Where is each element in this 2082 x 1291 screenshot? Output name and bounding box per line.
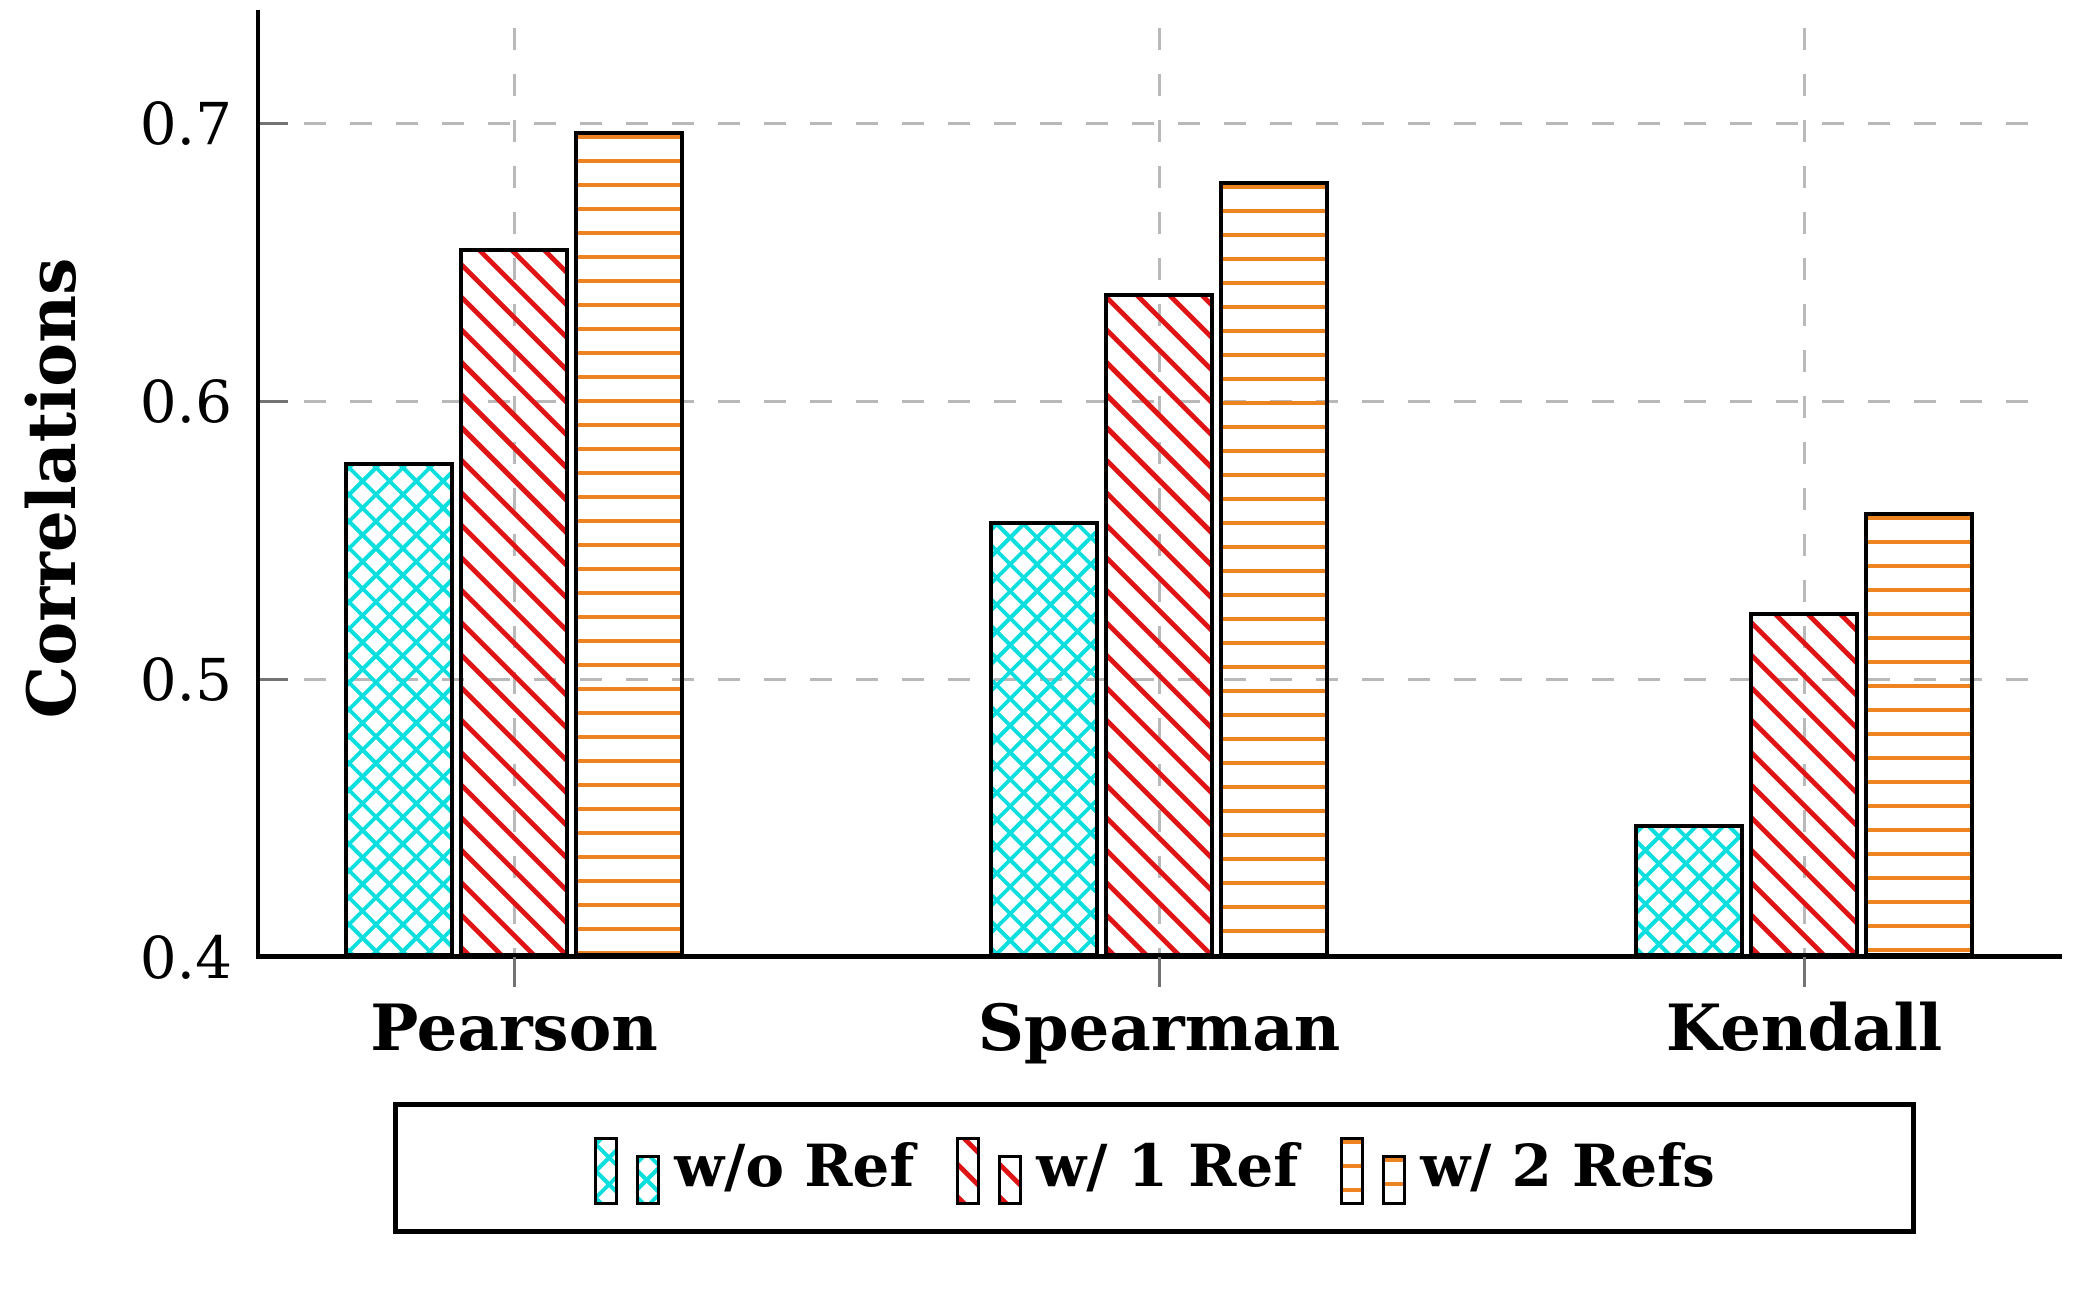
x-category-label-pearson: Pearson (370, 991, 658, 1066)
x-category-label-kendall: Kendall (1665, 991, 1943, 1066)
y-tick-label-0.5: 0.5 (139, 646, 232, 714)
x-tick-spearman (1158, 957, 1161, 987)
bar-pearson-w-2-refs (574, 131, 684, 957)
bar-spearman-w-o-ref (989, 521, 1099, 957)
x-tick-pearson (513, 957, 516, 987)
legend-pattern-swatch-icon (956, 1131, 1023, 1205)
bar-pearson-w-1-ref (459, 248, 569, 957)
legend-label-w-1-ref: w/ 1 Ref (1036, 1132, 1299, 1200)
legend-pattern-swatch-icon (594, 1131, 661, 1205)
y-axis-label: Correlations (13, 257, 91, 719)
legend-label-w-o-ref: w/o Ref (674, 1132, 915, 1200)
y-tick-0.6 (260, 400, 288, 403)
y-tick-label-0.7: 0.7 (139, 90, 232, 158)
legend-swatch-bar (956, 1137, 981, 1205)
legend-entry-w-1-ref: w/ 1 Ref (956, 1131, 1298, 1205)
legend-swatch-bar (1340, 1137, 1365, 1205)
legend-label-w-2-refs: w/ 2 Refs (1420, 1132, 1715, 1200)
legend: w/o Ref w/ 1 Ref w/ 2 Refs (393, 1102, 1916, 1234)
x-tick-kendall (1803, 957, 1806, 987)
bar-kendall-w-2-refs (1864, 512, 1974, 957)
legend-entry-w-o-ref: w/o Ref (594, 1131, 914, 1205)
y-axis-line (256, 10, 260, 957)
y-tick-0.7 (260, 122, 288, 125)
gridline-y-0.7 (258, 122, 2048, 125)
bar-kendall-w-1-ref (1749, 612, 1859, 957)
legend-entry-w-2-refs: w/ 2 Refs (1340, 1131, 1715, 1205)
y-tick-0.5 (260, 678, 288, 681)
legend-pattern-swatch-icon (1340, 1131, 1407, 1205)
x-axis-line (256, 954, 2062, 959)
legend-swatch-bar (1382, 1155, 1407, 1205)
bar-spearman-w-2-refs (1219, 181, 1329, 957)
bar-pearson-w-o-ref (344, 462, 454, 957)
plot-area: 0.4 0.5 0.6 0.7 Pearson Spearman Kendall (140, 10, 2062, 1066)
bar-kendall-w-o-ref (1634, 824, 1744, 957)
legend-swatch-bar (998, 1155, 1023, 1205)
y-tick-label-0.6: 0.6 (139, 368, 232, 436)
gridline-x-kendall (1803, 28, 1806, 957)
y-tick-label-0.4: 0.4 (139, 924, 232, 992)
legend-swatch-bar (594, 1137, 619, 1205)
bar-spearman-w-1-ref (1104, 293, 1214, 957)
legend-swatch-bar (636, 1155, 661, 1205)
x-category-label-spearman: Spearman (977, 991, 1341, 1066)
